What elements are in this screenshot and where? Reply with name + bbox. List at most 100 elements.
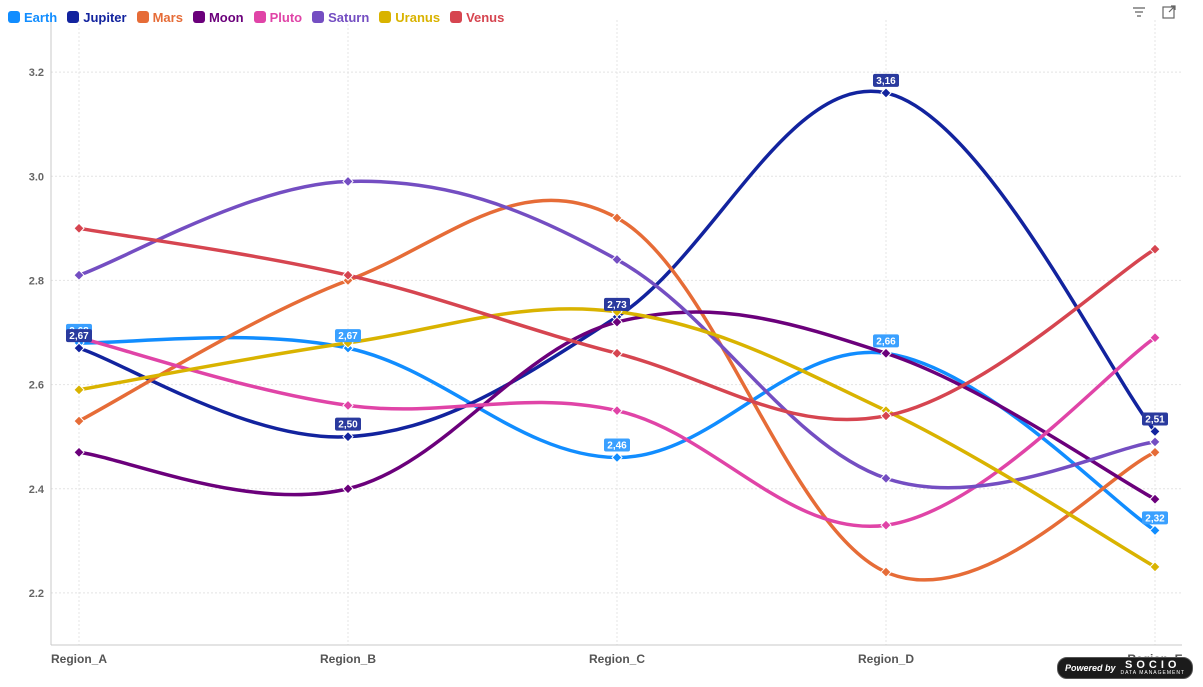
data-label-jupiter-region-e: 2,51 — [1142, 412, 1168, 426]
legend-swatch-venus — [450, 11, 463, 23]
point-mars-region-c[interactable] — [611, 212, 623, 224]
legend-item-mars[interactable]: Mars — [136, 10, 183, 25]
y-tick-label: 3.2 — [29, 67, 44, 79]
point-jupiter-region-d[interactable] — [880, 87, 892, 99]
data-label-text: 2,51 — [1145, 414, 1165, 425]
powered-by-badge[interactable]: Powered by SOCIO DATA MANAGEMENT — [1057, 657, 1193, 679]
data-label-earth-region-d: 2,66 — [873, 334, 899, 348]
legend-label-earth: Earth — [24, 9, 58, 25]
legend-swatch-earth — [8, 11, 20, 23]
data-label-text: 2,50 — [338, 420, 358, 431]
data-label-text: 3,16 — [876, 76, 896, 87]
point-venus-region-c[interactable] — [611, 347, 623, 360]
y-tick-label: 2.2 — [29, 588, 44, 600]
point-pluto-region-e[interactable] — [1149, 332, 1161, 344]
point-jupiter-region-a[interactable] — [73, 342, 85, 354]
data-label-bg — [873, 334, 899, 348]
data-label-text: 2,67 — [338, 331, 358, 342]
point-saturn-region-c[interactable] — [611, 253, 623, 266]
data-labels: 2,682,672,462,662,322,672,502,733,162,51 — [66, 73, 1168, 524]
legend-item-venus[interactable]: Venus — [450, 10, 504, 25]
y-tick-label: 3.0 — [29, 171, 44, 183]
point-earth-region-e[interactable] — [1149, 524, 1161, 537]
point-pluto-region-b[interactable] — [342, 399, 354, 412]
series-line-mars[interactable] — [77, 198, 1157, 582]
point-saturn-region-d[interactable] — [880, 472, 892, 485]
x-tick-label-region-b: Region_B — [320, 652, 376, 666]
point-uranus-region-a[interactable] — [73, 384, 85, 396]
point-moon-region-b[interactable] — [342, 483, 354, 495]
point-moon-region-c[interactable] — [611, 316, 623, 328]
legend-item-moon[interactable]: Moon — [192, 9, 244, 25]
legend: Earth Jupiter Mars Moon Pluto Saturn Uranus Ven… — [8, 8, 504, 26]
legend-label-jupiter: Jupiter — [83, 9, 127, 25]
data-label-bg — [604, 297, 630, 311]
legend-item-jupiter[interactable]: Jupiter — [67, 9, 127, 25]
legend-label-pluto: Pluto — [269, 9, 303, 25]
point-saturn-region-b[interactable] — [342, 175, 354, 188]
point-mars-region-a[interactable] — [73, 415, 85, 427]
point-venus-region-d[interactable] — [880, 410, 892, 422]
series-line-pluto[interactable] — [77, 335, 1157, 529]
data-label-bg — [1142, 511, 1168, 525]
point-venus-region-b[interactable] — [342, 269, 354, 281]
data-label-bg — [604, 438, 630, 452]
point-earth-region-c[interactable] — [611, 451, 623, 464]
point-uranus-region-e[interactable] — [1149, 561, 1161, 573]
data-label-text: 2,67 — [69, 331, 89, 342]
series-line-saturn[interactable] — [77, 179, 1157, 490]
point-moon-region-a[interactable] — [73, 446, 85, 458]
data-label-bg — [1142, 412, 1168, 426]
series-line-jupiter[interactable] — [77, 89, 1157, 439]
series-lines — [73, 87, 1161, 582]
data-label-jupiter-region-c: 2,73 — [604, 297, 630, 311]
filter-lines-icon[interactable] — [1131, 4, 1147, 20]
point-pluto-region-c[interactable] — [611, 404, 623, 417]
point-mars-region-e[interactable] — [1149, 446, 1161, 458]
data-label-earth-region-c: 2,46 — [604, 438, 630, 452]
badge-brand-name: SOCIO — [1125, 659, 1181, 671]
legend-item-uranus[interactable]: Uranus — [379, 10, 440, 25]
legend-label-venus: Venus — [466, 9, 505, 25]
legend-item-pluto[interactable]: Pluto — [253, 9, 303, 25]
y-tick-label: 2.6 — [29, 380, 44, 392]
point-mars-region-d[interactable] — [880, 566, 892, 578]
y-tick-labels: 2.2 2.4 2.6 2.8 3.0 3.2 — [29, 67, 45, 600]
focus-mode-icon[interactable] — [1161, 4, 1177, 20]
legend-item-saturn[interactable]: Saturn — [312, 10, 369, 25]
legend-label-moon: Moon — [208, 9, 244, 25]
badge-brand: SOCIO DATA MANAGEMENT — [1120, 660, 1185, 676]
visual-toolbar — [1131, 4, 1177, 20]
data-label-jupiter-region-d: 3,16 — [873, 73, 899, 87]
data-label-text: 2,32 — [1145, 513, 1165, 524]
point-saturn-region-e[interactable] — [1149, 436, 1161, 448]
data-label-jupiter-region-b: 2,50 — [335, 417, 361, 431]
data-label-earth-region-e: 2,32 — [1142, 511, 1168, 524]
point-jupiter-region-b[interactable] — [342, 430, 354, 443]
x-tick-label-region-d: Region_D — [858, 652, 914, 666]
data-label-jupiter-region-a: 2,67 — [66, 329, 92, 343]
data-label-earth-region-b: 2,67 — [335, 329, 361, 343]
data-label-text: 2,66 — [876, 336, 896, 347]
legend-label-uranus: Uranus — [395, 9, 441, 25]
data-label-text: 2,73 — [607, 300, 627, 311]
series-line-venus[interactable] — [77, 226, 1157, 422]
y-tick-label: 2.8 — [29, 275, 44, 287]
point-pluto-region-d[interactable] — [880, 519, 892, 531]
legend-swatch-uranus — [379, 11, 392, 23]
legend-swatch-jupiter — [67, 11, 80, 23]
badge-powered-text: Powered by — [1064, 663, 1116, 673]
data-label-bg — [335, 417, 361, 431]
legend-swatch-moon — [192, 11, 205, 23]
data-label-bg — [335, 329, 361, 343]
point-moon-region-d[interactable] — [880, 347, 892, 360]
point-venus-region-a[interactable] — [73, 222, 85, 235]
data-label-bg — [66, 329, 92, 343]
point-venus-region-e[interactable] — [1149, 243, 1161, 255]
y-tick-label: 2.4 — [29, 484, 45, 496]
point-saturn-region-a[interactable] — [73, 269, 85, 281]
point-moon-region-e[interactable] — [1149, 493, 1161, 505]
legend-item-earth[interactable]: Earth — [8, 10, 57, 25]
